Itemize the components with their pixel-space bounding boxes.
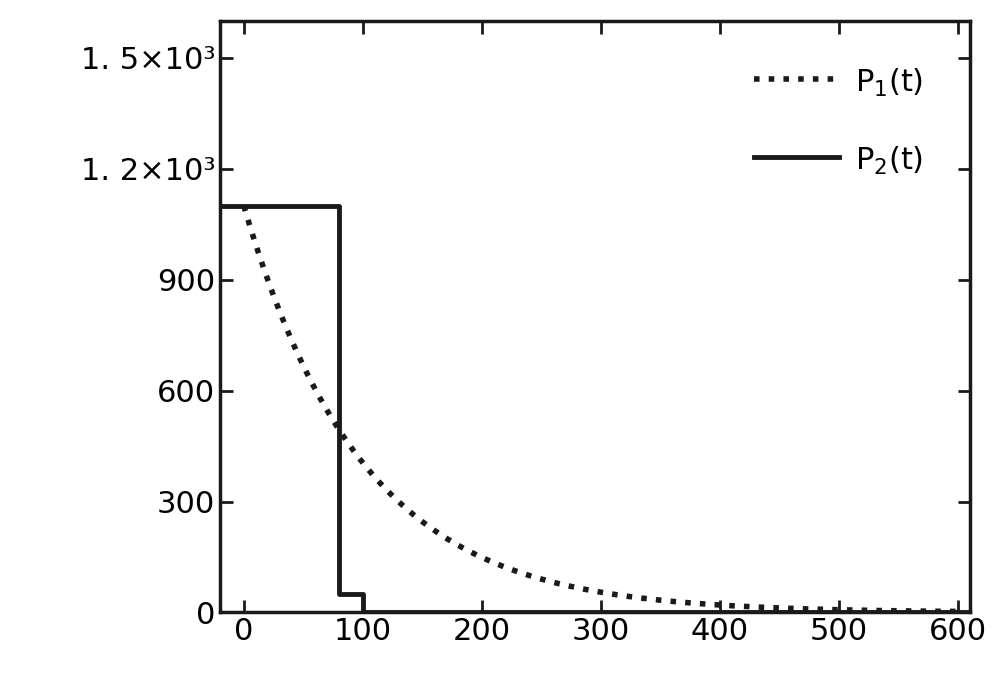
P$_2$(t) xyxy=(333,202,345,210)
P$_1$(t) xyxy=(319,403,331,411)
P$_1$(t) xyxy=(952,608,964,616)
P$_2$(t) xyxy=(333,590,345,598)
P$_1$(t) xyxy=(861,606,873,615)
P$_1$(t) xyxy=(512,567,524,576)
P$_1$(t) xyxy=(238,202,250,210)
P$_2$(t) xyxy=(238,202,250,210)
P$_2$(t) xyxy=(357,590,369,598)
P$_2$(t) xyxy=(214,202,226,210)
P$_1$(t) xyxy=(543,577,555,585)
P$_2$(t) xyxy=(357,608,369,617)
P$_1$(t) xyxy=(938,607,950,615)
Line: P$_1$(t): P$_1$(t) xyxy=(244,206,958,612)
Line: P$_2$(t): P$_2$(t) xyxy=(220,206,970,612)
P$_2$(t) xyxy=(238,202,250,210)
Legend: P$_1$(t), P$_2$(t): P$_1$(t), P$_2$(t) xyxy=(729,42,947,201)
P$_1$(t) xyxy=(362,465,374,473)
P$_2$(t) xyxy=(964,608,976,617)
